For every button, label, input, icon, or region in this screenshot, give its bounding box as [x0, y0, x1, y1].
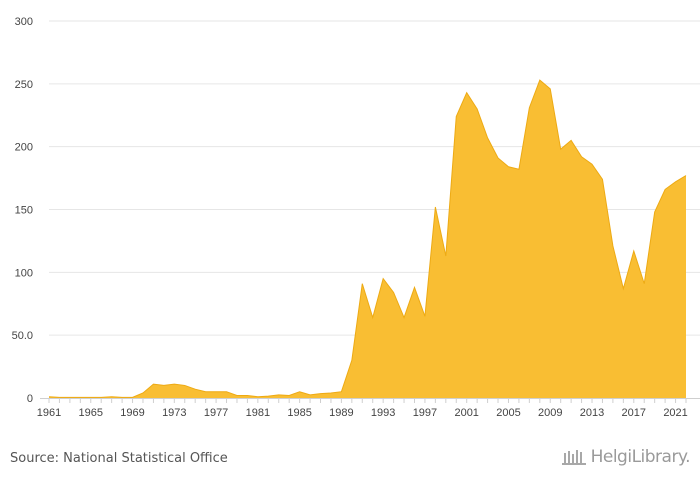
x-tick-label: 1961 [37, 407, 61, 419]
area-fill [49, 80, 686, 399]
brand-logo: HelgiLibrary. [561, 447, 691, 467]
y-tick-label: 0 [27, 393, 33, 405]
footer: Source: National Statistical Office Helg… [0, 445, 700, 475]
x-tick-label: 1977 [204, 407, 228, 419]
x-tick-label: 1993 [371, 407, 395, 419]
y-tick-label: 150 [15, 205, 33, 217]
area-chart: 0 50.0 100 150 200 250 300 1961 1965 1969 1973 197… [12, 16, 700, 419]
library-icon [561, 450, 586, 465]
x-tick-label: 1965 [79, 407, 103, 419]
area-series [48, 79, 687, 399]
y-tick-label: 300 [15, 16, 33, 28]
x-tick-label: 1989 [329, 407, 353, 419]
y-tick-label: 200 [15, 142, 33, 154]
x-tick-label: 1973 [162, 407, 186, 419]
x-tick-label: 1985 [287, 407, 311, 419]
area-line [48, 79, 687, 398]
y-tick-label: 250 [15, 79, 33, 91]
y-axis-labels: 0 50.0 100 150 200 250 300 [12, 16, 33, 405]
x-tick-label: 1981 [246, 407, 270, 419]
x-tick-label: 2001 [454, 407, 478, 419]
x-tick-label: 2005 [496, 407, 520, 419]
x-tick-label: 2009 [538, 407, 562, 419]
brand-text: HelgiLibrary. [590, 447, 691, 467]
x-tick-label: 1969 [120, 407, 144, 419]
source-text: Source: National Statistical Office [10, 451, 228, 466]
y-tick-label: 100 [15, 267, 33, 279]
x-tick-label: 2017 [622, 407, 646, 419]
x-tick-label: 2013 [580, 407, 604, 419]
x-tick-label: 2021 [663, 407, 687, 419]
y-tick-label: 50.0 [12, 330, 33, 342]
x-axis: 1961 1965 1969 1973 1977 1981 1985 1989 1993 1997… [37, 398, 700, 419]
x-tick-label: 1997 [413, 407, 437, 419]
